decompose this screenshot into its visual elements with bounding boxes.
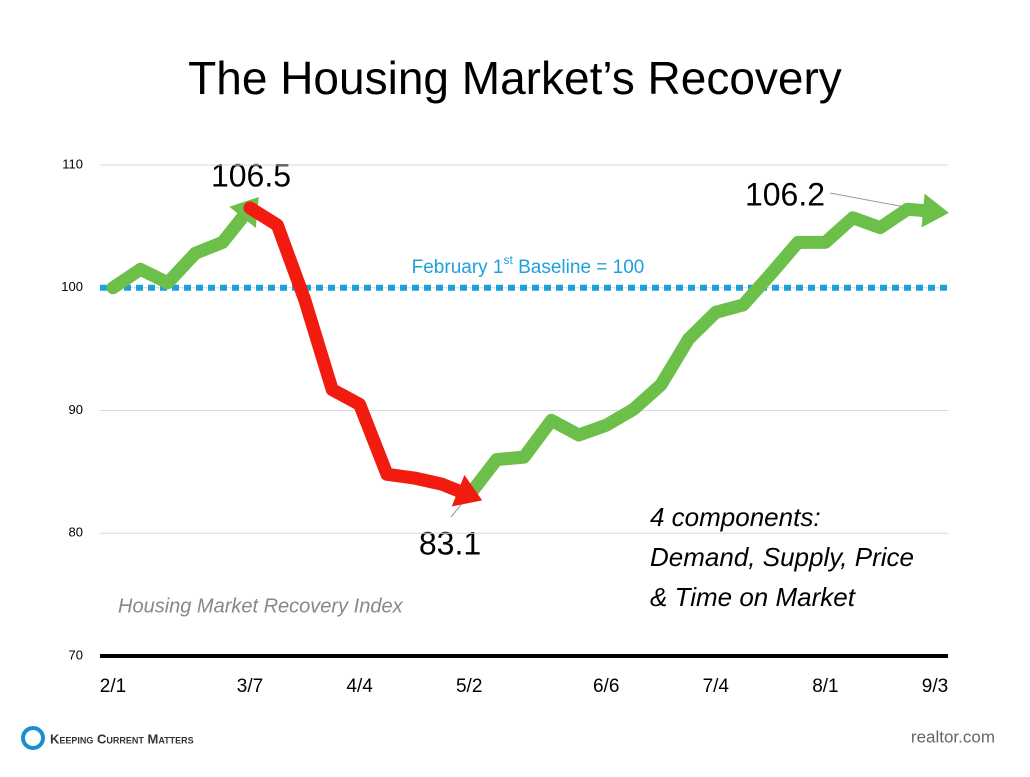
x-tick-label: 8/1 bbox=[812, 676, 838, 697]
x-tick-label: 6/6 bbox=[593, 676, 619, 697]
note-line: 4 components: bbox=[650, 502, 821, 532]
index-label: Housing Market Recovery Index bbox=[118, 595, 404, 617]
note-line: & Time on Market bbox=[650, 582, 857, 612]
peak-label: 106.5 bbox=[211, 157, 291, 193]
trough-label: 83.1 bbox=[419, 525, 481, 561]
arrow-head bbox=[451, 474, 483, 507]
series-line bbox=[243, 201, 476, 502]
y-tick-label: 90 bbox=[69, 402, 83, 417]
x-tick-label: 3/7 bbox=[237, 676, 263, 697]
baseline-label: February 1st Baseline = 100 bbox=[412, 253, 645, 278]
logo bbox=[21, 726, 45, 750]
baseline-sup: st bbox=[504, 253, 514, 267]
baseline-text-end: Baseline = 100 bbox=[513, 257, 645, 278]
x-tick-label: 5/2 bbox=[456, 676, 482, 697]
arrow-head bbox=[921, 193, 949, 228]
x-tick-label: 7/4 bbox=[703, 676, 730, 697]
footer-left: Keeping Current Matters bbox=[50, 731, 194, 746]
chart-title: The Housing Market’s Recovery bbox=[188, 52, 842, 104]
y-tick-label: 100 bbox=[61, 279, 83, 294]
note-line: Demand, Supply, Price bbox=[650, 542, 914, 572]
x-tick-label: 4/4 bbox=[346, 676, 373, 697]
y-tick-label: 110 bbox=[62, 156, 83, 171]
x-tick-label: 2/1 bbox=[100, 676, 126, 697]
end-label: 106.2 bbox=[745, 176, 825, 212]
x-tick-label: 9/3 bbox=[922, 676, 948, 697]
leader-line bbox=[829, 192, 906, 208]
y-tick-label: 70 bbox=[69, 647, 83, 662]
y-tick-label: 80 bbox=[69, 525, 83, 540]
series-line bbox=[106, 201, 942, 502]
source: realtor.com bbox=[911, 727, 995, 746]
baseline-text: February 1 bbox=[412, 257, 504, 278]
